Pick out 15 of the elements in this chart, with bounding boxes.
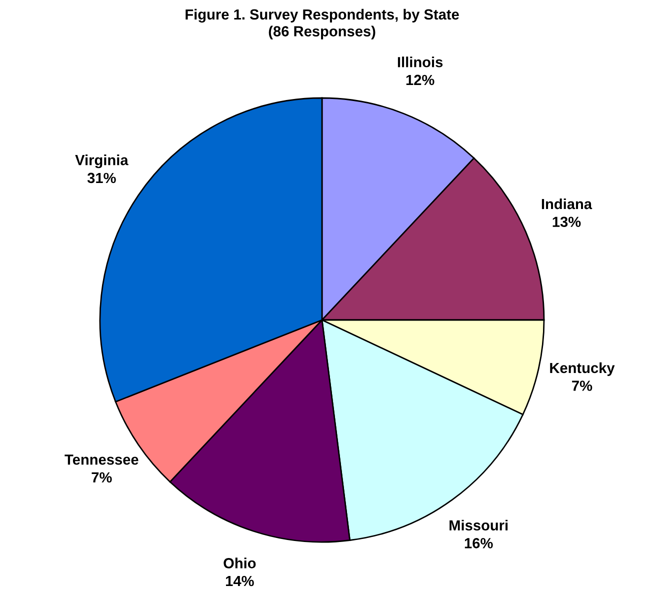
slice-label: Missouri xyxy=(450,520,508,531)
slice-label: Illinois xyxy=(398,56,443,68)
slice-label: Virginia xyxy=(75,154,128,168)
slice-label: Kentucky xyxy=(550,362,615,376)
data-label: 16% xyxy=(464,538,493,548)
slice-label: Ohio xyxy=(224,558,256,568)
data-label: 14% xyxy=(226,576,254,586)
data-label: 13% xyxy=(552,216,581,228)
slice-label: Indiana xyxy=(542,198,592,210)
chart-title: Figure 1. Survey Respondents, by State (86 Responses) xyxy=(186,8,459,40)
data-label: 7% xyxy=(572,380,592,391)
data-label: 7% xyxy=(92,472,112,483)
slice-label: Tennessee xyxy=(64,454,138,465)
data-label: 31% xyxy=(87,172,116,184)
data-label: 12% xyxy=(406,74,434,86)
